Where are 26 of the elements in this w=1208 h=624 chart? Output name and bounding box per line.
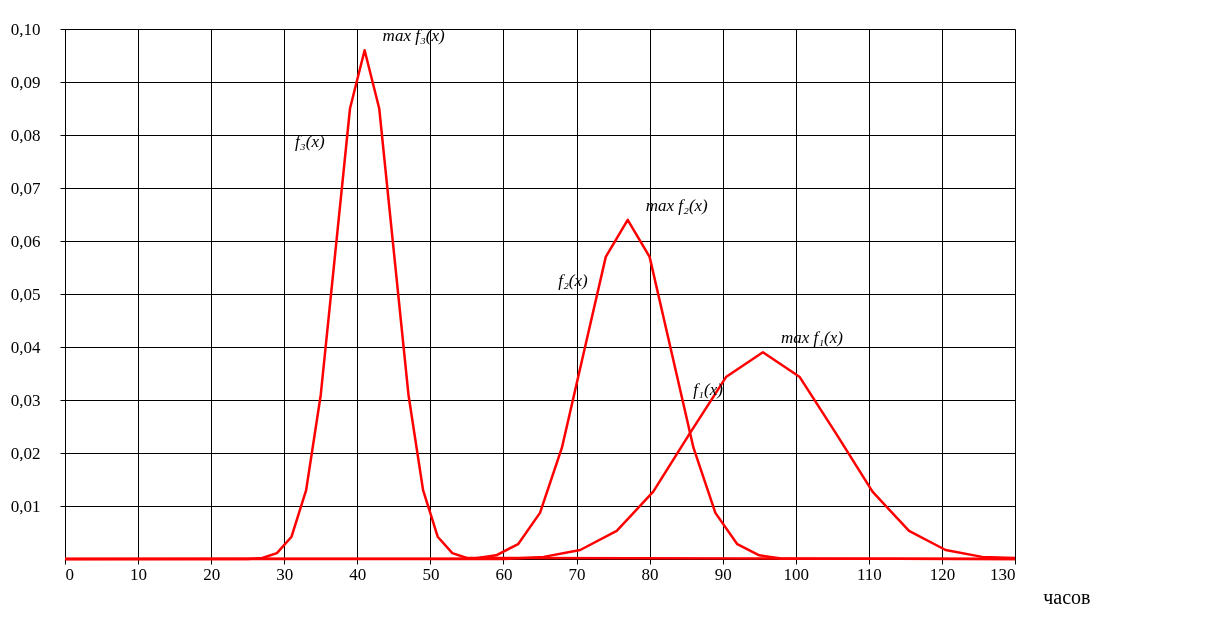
x-tick-label: 0 — [65, 564, 74, 584]
y-tick-label: 0,09 — [10, 72, 41, 92]
x-tick-label: 40 — [349, 564, 367, 584]
x-tick-label: 60 — [495, 564, 513, 584]
x-tick-label: 30 — [276, 564, 294, 584]
x-tick-label: 80 — [641, 564, 659, 584]
x-tick-label: 20 — [203, 564, 221, 584]
y-tick-label: 0,03 — [10, 390, 41, 410]
x-tick-label: 130 — [990, 564, 1016, 584]
x-tick-label: 10 — [130, 564, 148, 584]
y-tick-label: 0,06 — [10, 231, 41, 251]
x-tick-label: 50 — [422, 564, 440, 584]
y-tick-label: 0,05 — [10, 284, 41, 304]
x-tick-label: 70 — [568, 564, 586, 584]
y-tick-label: 0,04 — [10, 337, 41, 357]
x-tick-label: 120 — [929, 564, 956, 584]
y-tick-label: 0,10 — [10, 19, 41, 39]
x-tick-label: 110 — [856, 564, 882, 584]
y-tick-label: 0,07 — [10, 178, 41, 198]
x-axis-title: часов — [1043, 585, 1091, 608]
series-label: f₃(x) — [295, 131, 325, 151]
y-tick-label: 0,02 — [10, 443, 41, 463]
y-tick-label: 0,08 — [10, 125, 41, 145]
x-tick-label: 90 — [714, 564, 732, 584]
y-tick-label: 0,01 — [10, 496, 41, 516]
x-tick-label: 100 — [783, 564, 810, 584]
